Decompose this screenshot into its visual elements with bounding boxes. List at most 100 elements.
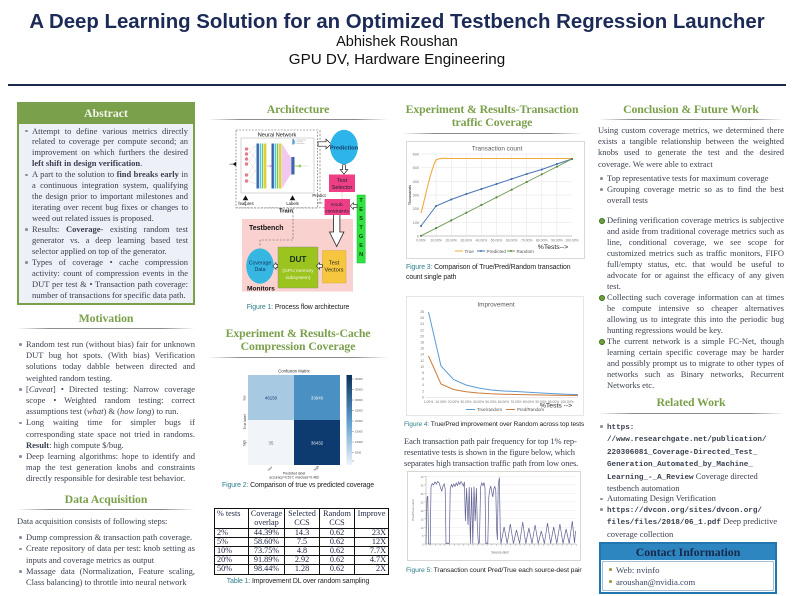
svg-text:Transaction count: Transaction count	[472, 146, 523, 153]
svg-text:24: 24	[420, 322, 424, 326]
svg-text:Pred/True count: Pred/True count	[411, 499, 415, 521]
svg-text:10.00%: 10.00%	[435, 400, 446, 404]
svg-text:0: 0	[422, 395, 424, 399]
svg-text:6: 6	[422, 377, 424, 381]
svg-text:1.00%: 1.00%	[424, 400, 433, 404]
svg-text:5: 5	[422, 534, 424, 538]
svg-text:46150: 46150	[265, 396, 278, 401]
svg-text:30000: 30000	[355, 398, 363, 402]
svg-text:26: 26	[420, 316, 424, 320]
svg-text:400: 400	[413, 180, 419, 184]
svg-text:Predicted label: Predicted label	[283, 472, 306, 476]
svg-text:300: 300	[413, 194, 419, 198]
svg-text:subsystem): subsystem)	[285, 275, 310, 281]
svg-text:Random: Random	[517, 249, 535, 254]
svg-text:True/random: True/random	[477, 407, 502, 412]
svg-text:40.00%: 40.00%	[476, 239, 488, 243]
svg-text:35: 35	[421, 484, 424, 488]
svg-text:20.00%: 20.00%	[448, 400, 459, 404]
svg-text:Neural Network: Neural Network	[258, 133, 297, 139]
svg-text:10.00%: 10.00%	[430, 239, 442, 243]
svg-text:33946: 33946	[311, 396, 324, 401]
svg-text:200: 200	[413, 207, 419, 211]
svg-text:Monitors: Monitors	[247, 286, 275, 293]
svg-text:20.00%: 20.00%	[445, 239, 457, 243]
svg-text:15000: 15000	[355, 430, 363, 434]
svg-text:60.00%: 60.00%	[506, 239, 518, 243]
svg-text:Labels: Labels	[286, 201, 298, 206]
svg-text:14: 14	[420, 353, 424, 357]
svg-text:10: 10	[420, 365, 424, 369]
svg-text:E: E	[359, 207, 363, 213]
svg-text:90.00%: 90.00%	[551, 239, 563, 243]
svg-text:0: 0	[422, 543, 424, 547]
svg-text:50.00%: 50.00%	[491, 239, 503, 243]
svg-text:%Tests -->: %Tests -->	[540, 403, 572, 410]
svg-text:4: 4	[422, 383, 424, 387]
svg-text:DUT: DUT	[290, 255, 307, 264]
svg-text:Test: Test	[329, 261, 340, 267]
svg-text:Test: Test	[337, 178, 348, 184]
svg-text:Source-dest: Source-dest	[491, 551, 508, 555]
svg-text:5000: 5000	[355, 451, 362, 455]
svg-text:35000: 35000	[355, 388, 363, 392]
svg-text:30: 30	[421, 492, 424, 496]
svg-text:Improvement: Improvement	[477, 302, 515, 309]
svg-text:0: 0	[417, 235, 419, 239]
svg-text:Coverage: Coverage	[249, 261, 272, 267]
svg-text:Selector: Selector	[332, 185, 353, 191]
svg-text:80.00%: 80.00%	[523, 400, 534, 404]
svg-text:70.00%: 70.00%	[521, 239, 533, 243]
svg-text:100.00%: 100.00%	[565, 239, 578, 243]
svg-text:G: G	[359, 234, 363, 240]
svg-text:80.00%: 80.00%	[536, 239, 548, 243]
svg-text:features: features	[238, 201, 253, 206]
svg-text:N: N	[359, 252, 363, 258]
svg-text:70.00%: 70.00%	[510, 400, 521, 404]
svg-text:Thousands: Thousands	[408, 185, 412, 205]
svg-text:2: 2	[422, 389, 424, 393]
svg-text:30.00%: 30.00%	[460, 400, 471, 404]
svg-text:T: T	[359, 225, 363, 231]
svg-text:Confusion Matrix: Confusion Matrix	[278, 369, 310, 374]
svg-text:Predict: Predict	[312, 193, 326, 198]
svg-text:60.00%: 60.00%	[498, 400, 509, 404]
svg-text:28: 28	[420, 310, 424, 314]
svg-text:95.00%: 95.00%	[548, 400, 559, 404]
svg-text:Data: Data	[255, 267, 266, 273]
svg-text:high: high	[243, 440, 247, 446]
svg-text:high: high	[313, 464, 320, 471]
svg-text:accuracy=0.517; misclass=0.483: accuracy=0.517; misclass=0.483	[269, 476, 318, 480]
svg-text:100.00%: 100.00%	[560, 400, 573, 404]
svg-text:18: 18	[420, 341, 424, 345]
svg-text:Knob: Knob	[331, 202, 343, 208]
svg-text:500: 500	[413, 166, 419, 170]
svg-text:T: T	[359, 198, 363, 204]
svg-text:15: 15	[421, 517, 424, 521]
svg-text:low: low	[243, 395, 247, 400]
svg-text:True: True	[465, 249, 475, 254]
svg-text:600: 600	[413, 153, 419, 157]
svg-text:E: E	[359, 243, 363, 249]
svg-text:50.00%: 50.00%	[485, 400, 496, 404]
svg-text:10: 10	[421, 526, 424, 530]
svg-text:0.00%: 0.00%	[416, 239, 426, 243]
svg-text:25: 25	[421, 500, 424, 504]
svg-text:S: S	[359, 216, 363, 222]
svg-text:40000: 40000	[355, 377, 363, 381]
svg-text:36432: 36432	[311, 441, 324, 446]
svg-text:20000: 20000	[355, 419, 363, 423]
svg-text:low: low	[267, 465, 274, 472]
svg-text:35: 35	[269, 441, 274, 446]
svg-text:(GPU memory: (GPU memory	[282, 268, 314, 274]
svg-text:10000: 10000	[355, 440, 363, 444]
svg-text:20: 20	[421, 509, 424, 513]
svg-text:Predicted: Predicted	[487, 249, 507, 254]
svg-text:%Tests-->: %Tests-->	[538, 244, 568, 251]
svg-text:20: 20	[420, 334, 424, 338]
svg-text:Testbench: Testbench	[249, 225, 284, 232]
svg-text:100: 100	[413, 221, 419, 225]
svg-text:40: 40	[421, 475, 424, 479]
svg-text:16: 16	[420, 347, 424, 351]
svg-text:Vectors: Vectors	[325, 268, 344, 274]
